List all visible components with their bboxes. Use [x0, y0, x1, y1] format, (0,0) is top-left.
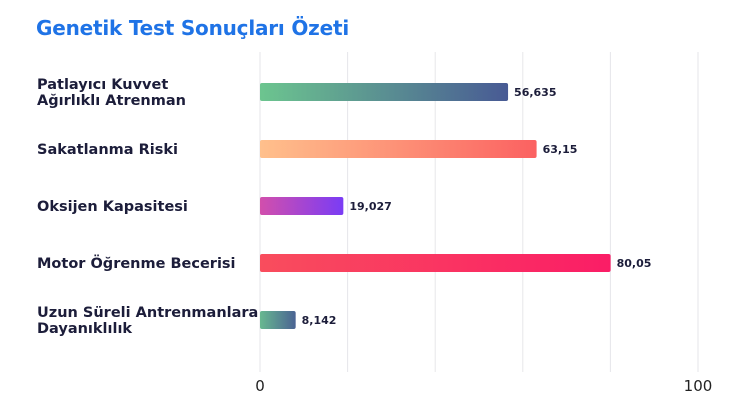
- value-label-0: 56,635: [514, 86, 556, 99]
- bar-2: [260, 197, 344, 215]
- bar-4: [260, 311, 296, 329]
- category-label-3: Motor Öğrenme Becerisi: [37, 254, 236, 272]
- category-labels: Patlayıcı Kuvvet Ağırlıklı Atrenman Sakatl…: [37, 77, 258, 337]
- value-label-1: 63,15: [543, 143, 578, 156]
- bar-0: [260, 83, 509, 101]
- tick-label-0: 0: [255, 377, 265, 395]
- tick-label-1: 100: [684, 377, 713, 395]
- category-label-4: Uzun Süreli Antrenmanlara Dayanıklılık: [37, 305, 258, 337]
- chart-title: Genetik Test Sonuçları Özeti: [36, 16, 349, 40]
- category-label-1: Sakatlanma Riski: [37, 142, 178, 158]
- bars: [260, 83, 611, 329]
- grid-lines: [259, 52, 699, 372]
- category-label-0: Patlayıcı Kuvvet Ağırlıklı Atrenman: [37, 77, 186, 109]
- value-label-3: 80,05: [617, 257, 652, 270]
- category-label-2: Oksijen Kapasitesi: [37, 199, 188, 215]
- x-axis-ticks: 0 100: [255, 377, 712, 395]
- value-labels: 56,635 63,15 19,027 80,05 8,142: [302, 86, 652, 327]
- value-label-4: 8,142: [302, 314, 337, 327]
- bar-1: [260, 140, 537, 158]
- bar-3: [260, 254, 611, 272]
- value-label-2: 19,027: [349, 200, 391, 213]
